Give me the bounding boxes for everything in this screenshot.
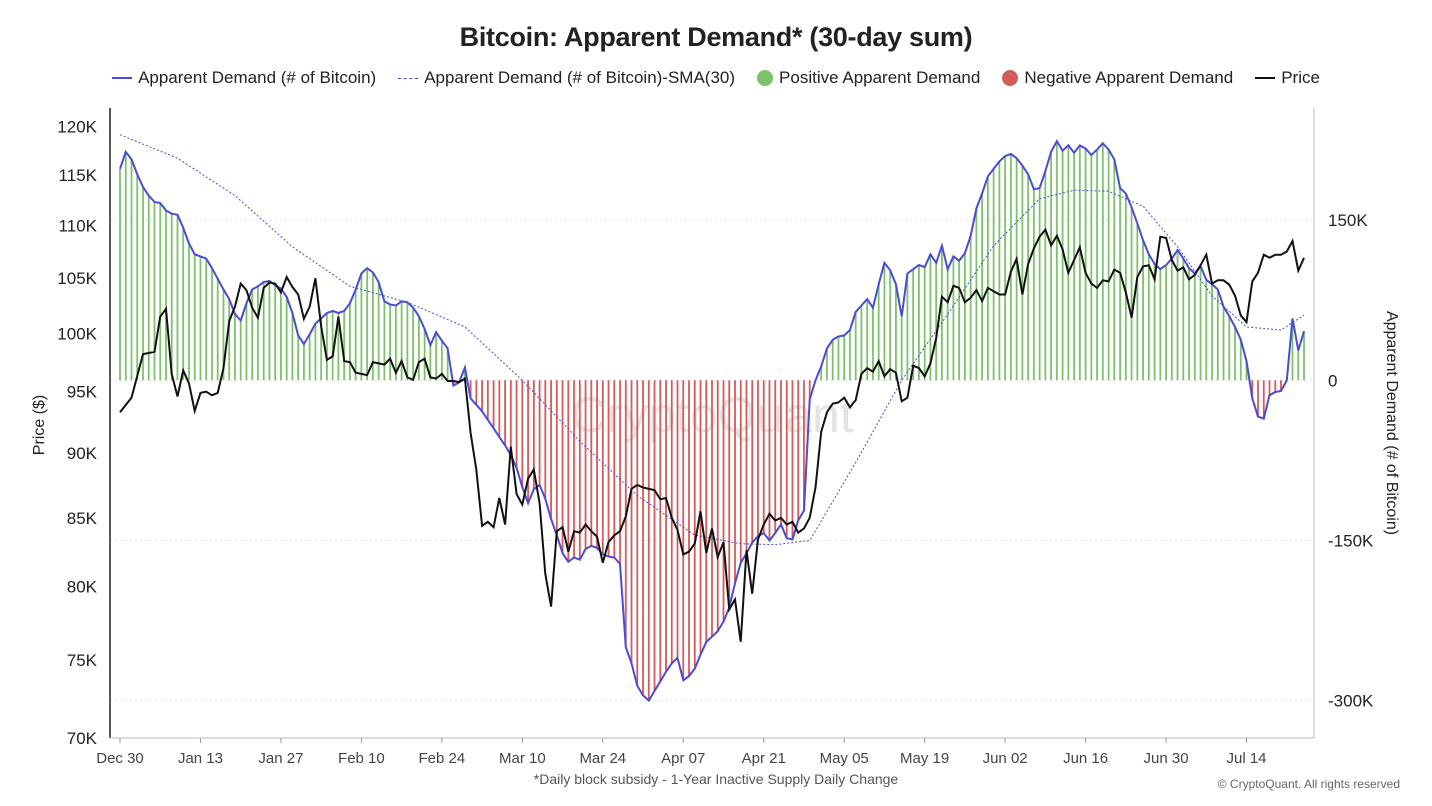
- demand-line: [119, 139, 1305, 703]
- legend-label-negative: Negative Apparent Demand: [1024, 68, 1234, 87]
- copyright: © CryptoQuant. All rights reserved: [1217, 777, 1400, 791]
- y-left-tick-label: 120K: [57, 118, 97, 137]
- x-tick-label: Jun 16: [1063, 750, 1108, 767]
- x-tick-label: May 19: [900, 750, 949, 767]
- legend-item-negative[interactable]: Negative Apparent Demand: [1002, 68, 1233, 88]
- y-left-tick-label: 90K: [67, 444, 98, 463]
- legend-label-demand: Apparent Demand (# of Bitcoin): [138, 68, 377, 87]
- y-axis-left-title: Price ($): [31, 395, 48, 455]
- x-tick-label: May 05: [820, 750, 869, 767]
- y-right-tick-label: -150K: [1328, 531, 1374, 550]
- y-left-tick-label: 100K: [57, 325, 97, 344]
- y-left-tick-label: 80K: [67, 578, 98, 597]
- x-tick-label: Mar 10: [499, 750, 546, 767]
- y-right-tick-label: 0: [1328, 371, 1337, 390]
- x-tick-label: Jun 02: [983, 750, 1028, 767]
- price-line: [119, 227, 1305, 642]
- sma-line: [119, 134, 1305, 546]
- y-left-tick-label: 95K: [67, 383, 98, 402]
- x-tick-label: Feb 24: [419, 750, 466, 767]
- x-tick-label: Jan 13: [178, 750, 223, 767]
- axes: 120K 115K 110K 105K 100K 95K 90K 85K 80K 75K 70K 15…: [57, 108, 1374, 767]
- y-right-tick-label: -300K: [1328, 692, 1374, 711]
- x-tick-label: Dec 30: [96, 750, 144, 767]
- legend-line-demand-icon: [112, 77, 133, 79]
- x-tick-label: Jun 30: [1144, 750, 1189, 767]
- legend-dot-negative-icon: [1002, 70, 1019, 86]
- y-left-tick-label: 110K: [59, 216, 98, 235]
- y-left-tick-label: 70K: [67, 729, 98, 748]
- x-tick-label: Apr 21: [742, 750, 786, 767]
- series-lines: [119, 134, 1305, 703]
- legend-dash-sma-icon: [398, 77, 419, 79]
- legend-item-demand[interactable]: Apparent Demand (# of Bitcoin): [112, 68, 376, 88]
- legend-item-positive[interactable]: Positive Apparent Demand: [757, 68, 980, 88]
- x-tick-label: Apr 07: [661, 750, 705, 767]
- legend-label-price: Price: [1281, 68, 1320, 87]
- legend-label-positive: Positive Apparent Demand: [779, 68, 981, 87]
- legend-line-price-icon: [1255, 77, 1276, 79]
- y-right-tick-label: 150K: [1328, 211, 1368, 230]
- y-left-tick-label: 75K: [67, 651, 98, 670]
- x-tick-label: Mar 24: [579, 750, 626, 767]
- y-left-tick-label: 85K: [67, 509, 98, 528]
- y-left-tick-label: 115K: [59, 166, 98, 185]
- y-left-tick-label: 105K: [57, 269, 97, 288]
- demand-bars: [119, 141, 1305, 701]
- footnote: *Daily block subsidy - 1-Year Inactive S…: [533, 771, 899, 787]
- legend-item-sma[interactable]: Apparent Demand (# of Bitcoin)-SMA(30): [398, 68, 735, 88]
- x-tick-label: Feb 10: [338, 750, 385, 767]
- legend-dot-positive-icon: [757, 70, 774, 86]
- legend-item-price[interactable]: Price: [1255, 68, 1320, 88]
- legend-label-sma: Apparent Demand (# of Bitcoin)-SMA(30): [424, 68, 736, 87]
- chart-title: Bitcoin: Apparent Demand* (30-day sum): [459, 22, 973, 52]
- x-tick-label: Jan 27: [258, 750, 303, 767]
- chart-legend: Apparent Demand (# of Bitcoin) Apparent …: [0, 68, 1432, 88]
- y-axis-right-title: Apparent Demand (# of Bitcoin): [1383, 311, 1400, 535]
- x-tick-label: Jul 14: [1227, 750, 1267, 767]
